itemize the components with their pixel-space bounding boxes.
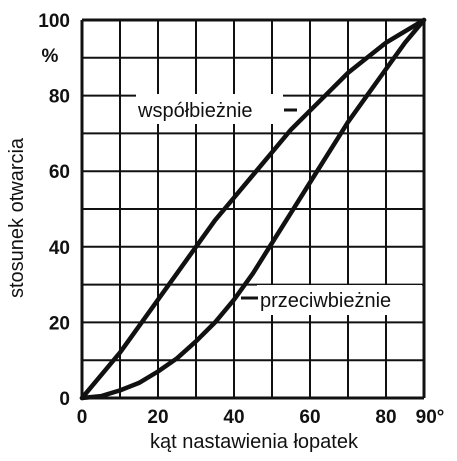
x-axis-title: kąt nastawienia łopatek [150,431,359,453]
x-tick-label: 0 [77,407,88,428]
x-tick-label: 80 [375,407,396,428]
series-lines [79,17,427,401]
series-label-przeciwbieznie-text: przeciwbieżnie [260,290,391,312]
x-tick-label: 20 [147,407,168,428]
y-tick-labels: 0 20 40 60 80 100 [38,11,70,410]
series-label-wspolbieznie-text: współbieżnie [137,100,253,122]
series-line-0 [79,17,427,401]
y-tick-label: 0 [59,389,70,410]
grid [80,18,426,400]
y-tick-label: 100 [38,11,70,32]
y-tick-label: 80 [49,87,70,108]
x-tick-labels: 0 20 40 60 80 [77,407,397,428]
y-tick-label: 40 [49,238,70,259]
y-axis-title: stosunek otwarcia [6,137,28,298]
x-tick-label: 40 [223,407,244,428]
series-label-przeciwbieznie: przeciwbieżnie [241,285,422,315]
series-label-wspolbieznie: współbieżnie [136,94,297,124]
y-tick-label: 60 [49,162,70,183]
y-unit-label: % [42,46,59,67]
y-tick-label: 20 [49,313,70,334]
x-end-tick-label: 90° [416,407,445,428]
series-line-1 [79,17,427,401]
x-tick-label: 60 [299,407,320,428]
